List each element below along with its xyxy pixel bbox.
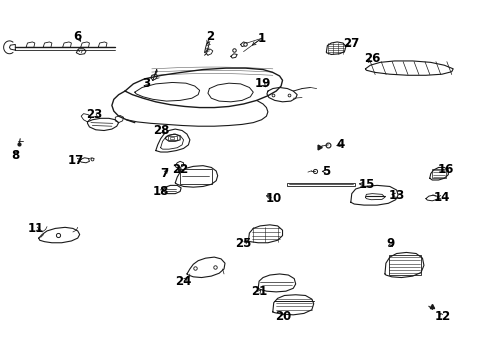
Text: 16: 16 (436, 163, 453, 176)
Text: 26: 26 (364, 52, 380, 65)
Text: 9: 9 (386, 237, 394, 250)
Text: 7: 7 (160, 167, 168, 180)
Text: 22: 22 (172, 163, 188, 176)
Text: 6: 6 (74, 30, 81, 43)
Bar (180, 169, 211, 184)
Bar (170, 136, 174, 139)
Text: 4: 4 (336, 138, 345, 151)
Text: 24: 24 (175, 275, 191, 288)
Text: 5: 5 (322, 165, 330, 178)
Text: 23: 23 (86, 108, 102, 121)
Text: 25: 25 (235, 237, 251, 250)
Text: 18: 18 (152, 185, 168, 198)
Bar (287, 183, 354, 186)
Text: 10: 10 (265, 192, 281, 205)
Text: 15: 15 (358, 178, 374, 191)
Text: 12: 12 (433, 310, 449, 324)
Text: 28: 28 (153, 124, 169, 137)
Text: 2: 2 (206, 30, 214, 43)
Text: 21: 21 (250, 285, 267, 298)
Text: 14: 14 (432, 191, 449, 204)
Text: 20: 20 (275, 310, 291, 323)
Text: 13: 13 (387, 189, 404, 202)
Text: 17: 17 (68, 154, 84, 167)
Text: 11: 11 (28, 222, 44, 235)
Bar (388, 255, 420, 275)
Text: 1: 1 (257, 32, 265, 45)
Text: 19: 19 (254, 77, 271, 90)
Bar (431, 169, 445, 178)
Bar (167, 135, 176, 140)
Text: 8: 8 (11, 149, 20, 162)
Text: 27: 27 (342, 36, 358, 50)
Text: 3: 3 (142, 77, 150, 90)
